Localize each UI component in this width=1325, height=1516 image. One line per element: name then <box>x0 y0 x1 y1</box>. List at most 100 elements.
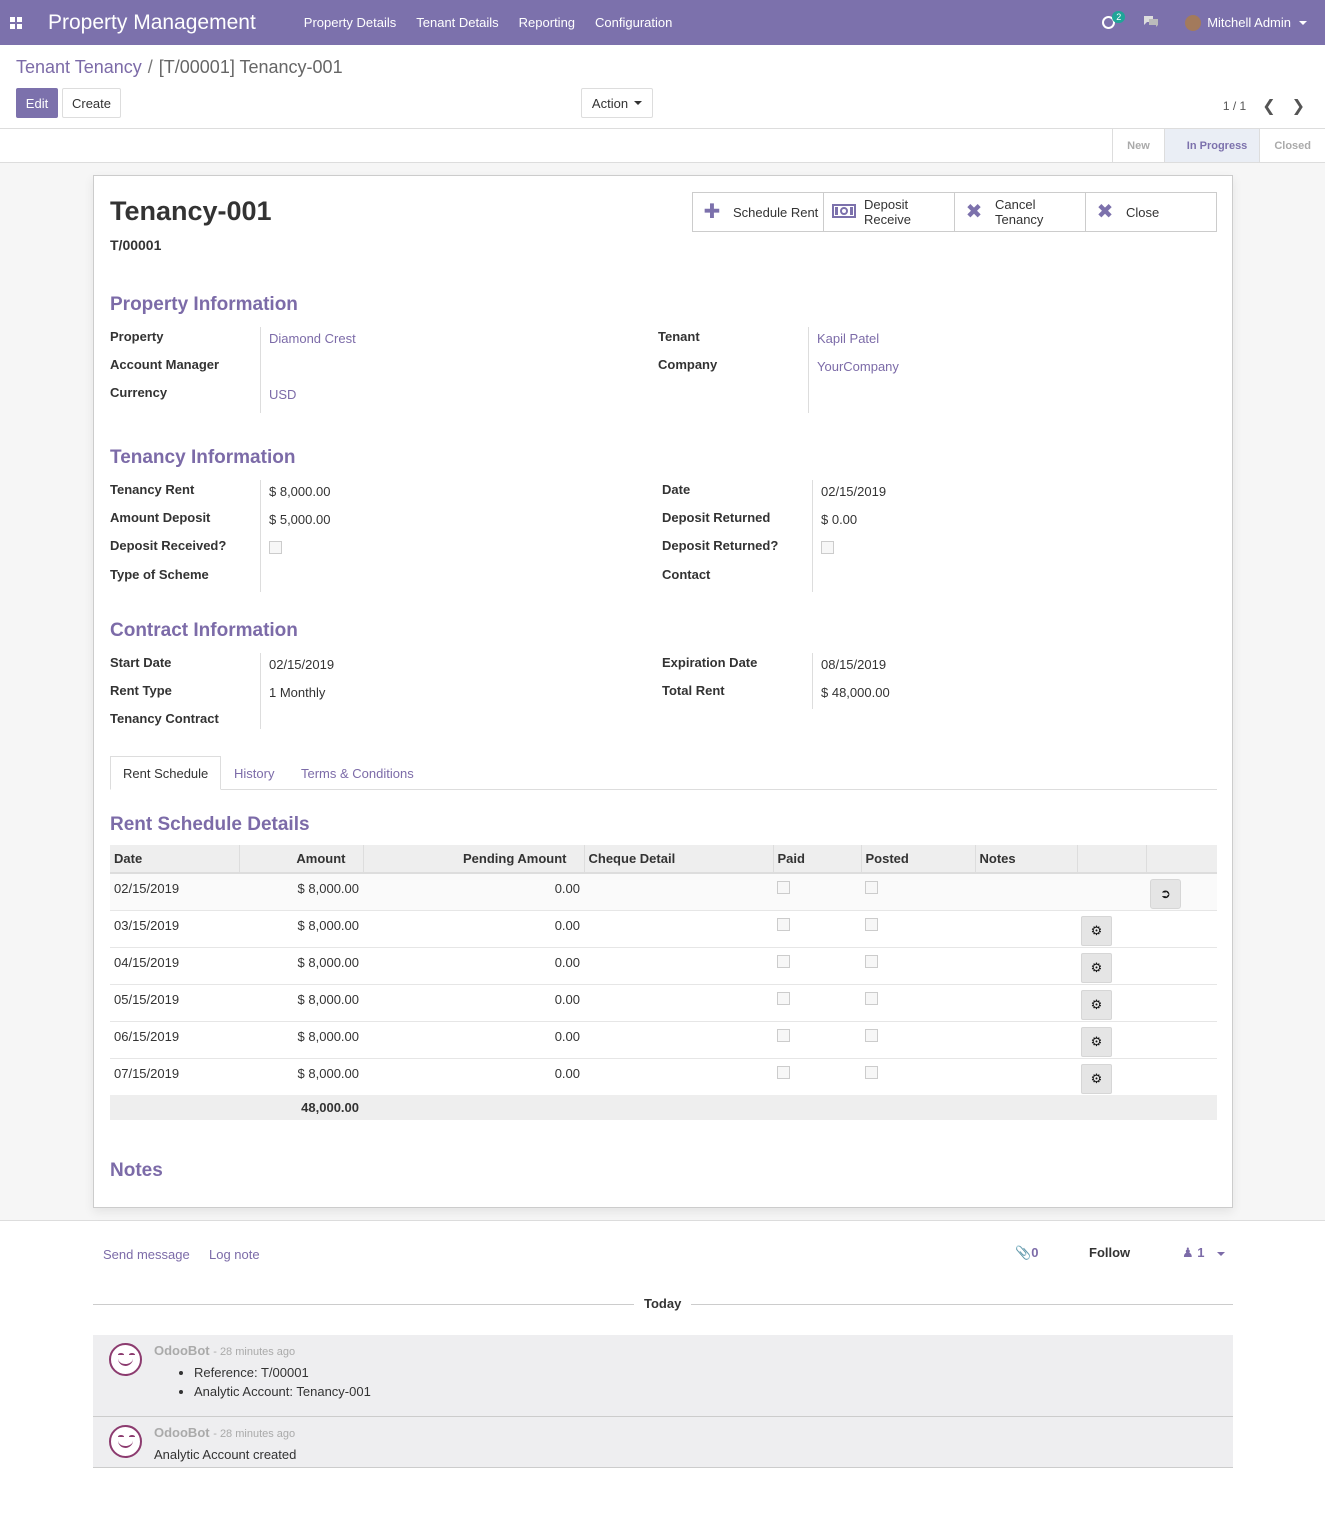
deposit-receive-button[interactable]: Deposit Receive <box>824 193 955 231</box>
posted-checkbox[interactable] <box>865 1028 878 1042</box>
menu-reporting[interactable]: Reporting <box>518 15 576 30</box>
table-row[interactable]: 02/15/2019 $ 8,000.00 0.00 ➲ <box>110 872 1217 910</box>
pager-value[interactable]: 1 / 1 <box>1222 99 1247 113</box>
action-label: Action <box>591 95 629 111</box>
paid-checkbox[interactable] <box>777 1065 790 1079</box>
tenant-field[interactable]: Kapil Patel <box>817 331 880 346</box>
cell-amount: $ 8,000.00 <box>239 872 363 910</box>
currency-field[interactable]: USD <box>269 387 297 402</box>
edit-button[interactable]: Edit <box>16 88 58 118</box>
cell-cheque-detail <box>584 909 773 947</box>
total-rent-field[interactable]: $ 48,000.00 <box>821 685 890 700</box>
deposit-returned-amount-label: Deposit Returned <box>662 510 771 525</box>
amount-total: 48,000.00 <box>239 1095 363 1120</box>
tab-rent-schedule[interactable]: Rent Schedule <box>110 756 222 790</box>
chevron-left-icon[interactable]: ❮ <box>1262 98 1276 115</box>
amount-deposit-label: Amount Deposit <box>110 510 211 525</box>
breadcrumb-parent[interactable]: Tenant Tenancy <box>16 57 142 77</box>
gear-icon[interactable]: ⚙ <box>1081 952 1112 983</box>
log-note-link[interactable]: Log note <box>209 1247 260 1262</box>
paid-checkbox[interactable] <box>777 1028 790 1042</box>
table-row[interactable]: 05/15/2019 $ 8,000.00 0.00 ⚙ <box>110 983 1217 1021</box>
gear-icon[interactable]: ⚙ <box>1081 989 1112 1020</box>
user-name: Mitchell Admin <box>1207 15 1291 30</box>
gear-icon[interactable]: ⚙ <box>1081 915 1112 946</box>
apps-menu-icon[interactable] <box>0 0 32 45</box>
gear-icon[interactable]: ⚙ <box>1081 1026 1112 1057</box>
paid-checkbox[interactable] <box>777 881 790 894</box>
expiration-date-field[interactable]: 08/15/2019 <box>821 657 887 672</box>
gear-icon[interactable]: ⚙ <box>1081 1063 1112 1094</box>
action-dropdown-button[interactable]: Action <box>581 88 653 118</box>
menu-tenant-details[interactable]: Tenant Details <box>416 15 499 30</box>
tenancy-rent-label: Tenancy Rent <box>110 482 195 497</box>
create-button[interactable]: Create <box>62 88 121 118</box>
table-row[interactable]: 07/15/2019 $ 8,000.00 0.00 ⚙ <box>110 1057 1217 1095</box>
column-header-posted[interactable]: Posted <box>861 845 976 874</box>
message-author[interactable]: OdooBot <box>154 1343 210 1358</box>
followers-button[interactable]: ♟ 1 <box>1182 1245 1225 1261</box>
cell-date: 03/15/2019 <box>110 909 239 947</box>
menu-property-details[interactable]: Property Details <box>303 15 397 30</box>
deposit-returned-checkbox[interactable] <box>821 541 834 554</box>
activity-icon[interactable]: 2 <box>1102 11 1126 29</box>
amount-deposit-field[interactable]: $ 5,000.00 <box>269 512 331 527</box>
posted-checkbox[interactable] <box>865 917 878 931</box>
cell-pending: 0.00 <box>363 909 584 947</box>
chat-icon[interactable] <box>1143 14 1159 31</box>
column-header-amount[interactable]: Amount <box>239 845 364 874</box>
message-author[interactable]: OdooBot <box>154 1425 210 1440</box>
company-field[interactable]: YourCompany <box>817 359 899 374</box>
cancel-tenancy-button[interactable]: ✖ Cancel Tenancy <box>955 193 1086 231</box>
stage-in-progress[interactable]: In Progress <box>1163 129 1260 162</box>
cell-notes <box>975 983 1077 1021</box>
property-field[interactable]: Diamond Crest <box>269 331 356 346</box>
rent-type-field[interactable]: 1 Monthly <box>269 685 326 700</box>
table-row[interactable]: 03/15/2019 $ 8,000.00 0.00 ⚙ <box>110 909 1217 947</box>
rent-schedule-title: Rent Schedule Details <box>110 814 310 835</box>
table-row[interactable]: 04/15/2019 $ 8,000.00 0.00 ⚙ <box>110 946 1217 984</box>
close-tenancy-button[interactable]: ✖ Close <box>1086 193 1216 231</box>
user-menu[interactable]: Mitchell Admin <box>1185 14 1307 31</box>
stage-closed[interactable]: Closed <box>1259 129 1325 162</box>
deposit-returned-amount-field[interactable]: $ 0.00 <box>821 512 858 527</box>
cell-notes <box>975 1057 1077 1095</box>
contact-label: Contact <box>662 567 711 582</box>
column-header-notes[interactable]: Notes <box>975 845 1078 874</box>
posted-checkbox[interactable] <box>865 954 878 968</box>
send-message-link[interactable]: Send message <box>103 1247 190 1262</box>
posted-checkbox[interactable] <box>865 991 878 1005</box>
column-header-date[interactable]: Date <box>110 845 240 874</box>
paid-checkbox[interactable] <box>777 991 790 1005</box>
app-brand[interactable]: Property Management <box>48 10 256 34</box>
tenancy-rent-field[interactable]: $ 8,000.00 <box>269 484 331 499</box>
message-body: Analytic Account created <box>154 1447 297 1462</box>
attachments-button[interactable]: 📎0 <box>1015 1245 1038 1261</box>
column-header-pending-amount[interactable]: Pending Amount <box>363 845 585 874</box>
message-item: Analytic Account: Tenancy-001 <box>194 1382 371 1401</box>
paid-checkbox[interactable] <box>777 917 790 931</box>
rent-schedule-table: Date Amount Pending Amount Cheque Detail… <box>110 845 1217 1120</box>
column-header-paid[interactable]: Paid <box>773 845 862 874</box>
tab-terms-conditions[interactable]: Terms & Conditions <box>301 765 414 781</box>
posted-checkbox[interactable] <box>865 1065 878 1079</box>
tenant-label: Tenant <box>658 329 700 344</box>
schedule-rent-button[interactable]: ✚ Schedule Rent <box>693 193 824 231</box>
paid-checkbox[interactable] <box>777 954 790 968</box>
chevron-right-icon[interactable]: ❯ <box>1291 98 1305 115</box>
arrow-circle-right-icon[interactable]: ➲ <box>1150 879 1181 909</box>
date-field[interactable]: 02/15/2019 <box>821 484 887 499</box>
cell-date: 04/15/2019 <box>110 946 239 984</box>
column-header-cheque-detail[interactable]: Cheque Detail <box>584 845 774 874</box>
table-row[interactable]: 06/15/2019 $ 8,000.00 0.00 ⚙ <box>110 1020 1217 1058</box>
posted-checkbox[interactable] <box>865 881 878 894</box>
tab-history[interactable]: History <box>234 765 275 781</box>
table-total-row: 48,000.00 <box>110 1095 1217 1120</box>
follow-button[interactable]: Follow <box>1089 1245 1131 1260</box>
menu-configuration[interactable]: Configuration <box>595 15 673 30</box>
deposit-received-checkbox[interactable] <box>269 541 282 554</box>
stage-new[interactable]: New <box>1112 129 1164 162</box>
start-date-field[interactable]: 02/15/2019 <box>269 657 335 672</box>
cell-notes <box>975 946 1077 984</box>
smart-button-box: ✚ Schedule Rent Deposit Receive ✖ Cancel… <box>692 192 1217 232</box>
